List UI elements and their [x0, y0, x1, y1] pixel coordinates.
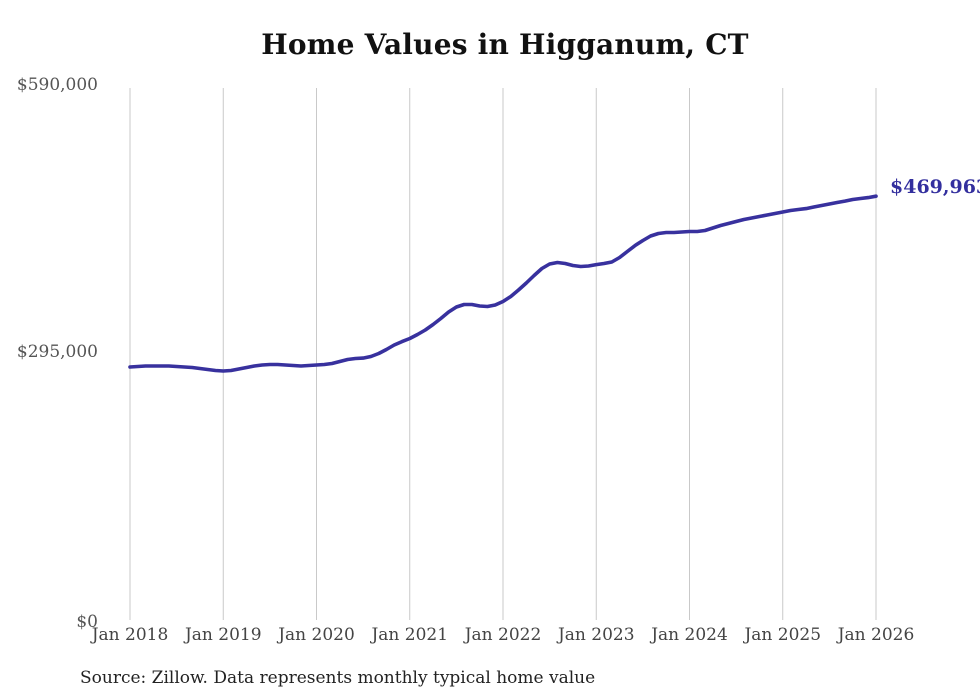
y-axis-label-mid: $295,000 [16, 342, 98, 362]
x-axis-label: Jan 2025 [744, 625, 822, 645]
source-note: Source: Zillow. Data represents monthly … [80, 668, 596, 688]
x-axis-label: Jan 2023 [557, 625, 635, 645]
x-axis-label: Jan 2019 [184, 625, 262, 645]
x-axis-label: Jan 2018 [91, 625, 169, 645]
y-axis-label-min: $0 [76, 612, 98, 632]
y-axis-label-max: $590,000 [16, 75, 98, 95]
chart-title: Home Values in Higganum, CT [261, 28, 749, 61]
x-axis-label: Jan 2024 [651, 625, 728, 645]
year-gridlines [129, 88, 877, 620]
home-value-series-line [128, 194, 878, 373]
x-axis-label: Jan 2026 [837, 625, 915, 645]
x-axis-label: Jan 2020 [278, 625, 355, 645]
x-axis-label: Jan 2021 [371, 625, 449, 645]
x-axis-label: Jan 2022 [464, 625, 542, 645]
final-value-label: $469,963 [890, 176, 980, 199]
